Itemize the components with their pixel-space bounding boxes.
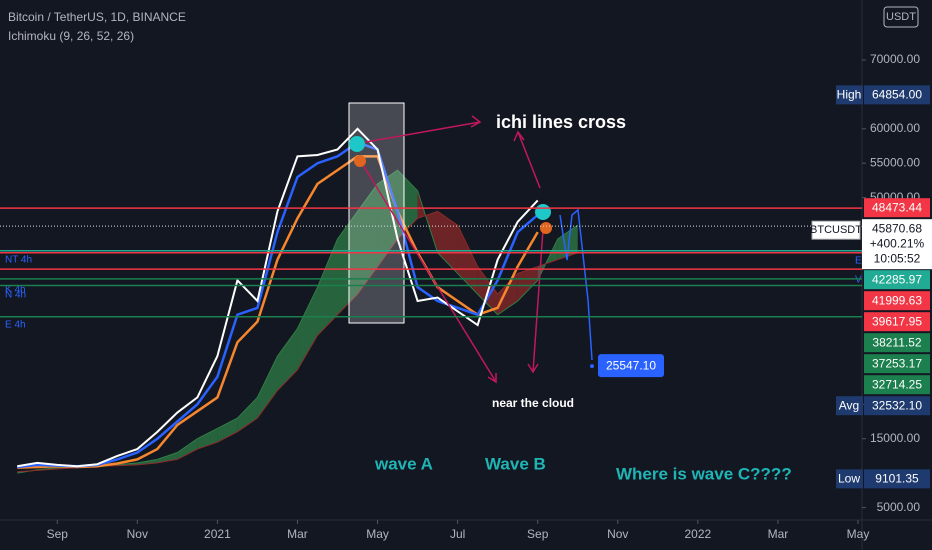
currency-button[interactable] — [883, 6, 919, 28]
price-tag — [864, 469, 930, 489]
arrow — [517, 131, 541, 189]
side-label: V — [855, 275, 862, 286]
symbol: BTCUSDT — [810, 224, 862, 236]
x-tick-label: Sep — [47, 527, 69, 541]
price-tag — [864, 312, 930, 332]
cross-marker — [540, 222, 552, 234]
annotation: ichi lines cross — [496, 112, 626, 132]
cross-marker — [349, 136, 365, 152]
cloud-segment — [277, 328, 298, 391]
price-tag — [864, 354, 930, 374]
y-tick-label: 5000.00 — [877, 500, 921, 514]
cloud-segment — [317, 238, 338, 336]
x-tick-label: 2021 — [204, 527, 231, 541]
price-tag-label: 48473.44 — [872, 200, 922, 214]
cloud-segment — [517, 266, 538, 301]
series-line — [17, 210, 578, 473]
x-tick-label: Nov — [607, 527, 628, 541]
arrow — [359, 121, 481, 144]
x-tick-label: Jul — [450, 527, 465, 541]
price-tag — [864, 375, 930, 395]
series-line — [17, 127, 539, 468]
side-label: N 4h — [5, 290, 26, 301]
cloud-segment — [457, 225, 478, 295]
stat-tag — [836, 85, 863, 105]
x-tick-label: 2022 — [684, 527, 711, 541]
arrow — [532, 229, 544, 373]
target-tag — [598, 354, 664, 378]
current-price-tag — [862, 219, 932, 270]
cross-marker — [535, 204, 551, 220]
stat-tag — [836, 396, 863, 416]
x-tick-label: Nov — [127, 527, 148, 541]
annotation: Wave B — [485, 454, 546, 473]
price-tag-label: 41999.63 — [872, 293, 922, 307]
target-point — [590, 364, 594, 369]
series-line — [17, 155, 539, 469]
change: +400.21% — [870, 236, 925, 250]
cross-marker — [354, 155, 366, 167]
stat-name: High — [837, 88, 862, 102]
target-label: 25547.10 — [606, 358, 656, 372]
arrow-head — [513, 130, 525, 142]
x-tick-label: Mar — [768, 527, 789, 541]
side-label: NT 4h — [5, 255, 32, 266]
cloud-segment — [297, 287, 318, 370]
price-tag-label: 38211.52 — [872, 335, 921, 349]
symbol-tag — [811, 220, 861, 240]
annotation: near the cloud — [492, 396, 574, 410]
arrow-head — [487, 373, 497, 384]
arrows — [359, 115, 544, 384]
arrow-head — [527, 363, 539, 374]
cloud-segment — [257, 356, 278, 419]
arrow — [359, 159, 497, 383]
price-tag-label: 32532.10 — [872, 398, 922, 412]
price-tag-label: 9101.35 — [875, 472, 919, 486]
price-tag-label: 64854.00 — [872, 88, 922, 102]
price-tag — [864, 270, 930, 290]
cloud-segment — [337, 211, 358, 315]
cloud-segment — [237, 397, 258, 432]
y-tick-label: 55000.00 — [870, 155, 920, 169]
price-tag — [864, 198, 930, 218]
x-tick-label: Sep — [527, 527, 549, 541]
projection — [559, 208, 593, 361]
y-tick-label: 70000.00 — [870, 52, 920, 66]
cloud-segment — [197, 428, 218, 450]
annotation: Where is wave C???? — [616, 464, 792, 483]
cloud-segment — [137, 459, 158, 465]
indicator: Ichimoku (9, 26, 52, 26) — [8, 29, 134, 43]
side-label: K 4h — [5, 285, 26, 296]
price-tag-label: 37253.17 — [872, 356, 922, 370]
stat-tag — [836, 469, 863, 489]
current-price: 45870.68 — [872, 221, 922, 235]
header-title: Bitcoin / TetherUS, 1D, BINANCE — [8, 10, 186, 24]
currency[interactable]: USDT — [886, 11, 916, 23]
plot — [17, 127, 579, 474]
x-tick-label: Mar — [287, 527, 308, 541]
stat-name: Low — [838, 472, 860, 486]
price-tag-label: 39617.95 — [872, 314, 922, 328]
side-label: E — [855, 256, 862, 267]
stat-name: Avg — [839, 398, 859, 412]
price-tag — [864, 291, 930, 311]
y-tick-label: 15000.00 — [870, 431, 920, 445]
side-label: E 4h — [5, 320, 26, 331]
price-tag — [864, 333, 930, 353]
x-tick-label: May — [366, 527, 389, 541]
price-tag-label: 32714.25 — [872, 377, 922, 391]
annotation: wave A — [374, 454, 433, 473]
price-tag — [864, 396, 930, 416]
cloud-segment — [177, 438, 198, 460]
cloud-segment — [357, 183, 378, 295]
y-tick-label: 60000.00 — [870, 121, 920, 135]
price-tag — [864, 85, 930, 105]
price-tag-label: 42285.97 — [872, 272, 922, 286]
arrow-head — [470, 115, 482, 128]
x-tick-label: May — [847, 527, 870, 541]
cloud-segment — [217, 418, 238, 443]
countdown: 10:05:52 — [874, 251, 921, 265]
